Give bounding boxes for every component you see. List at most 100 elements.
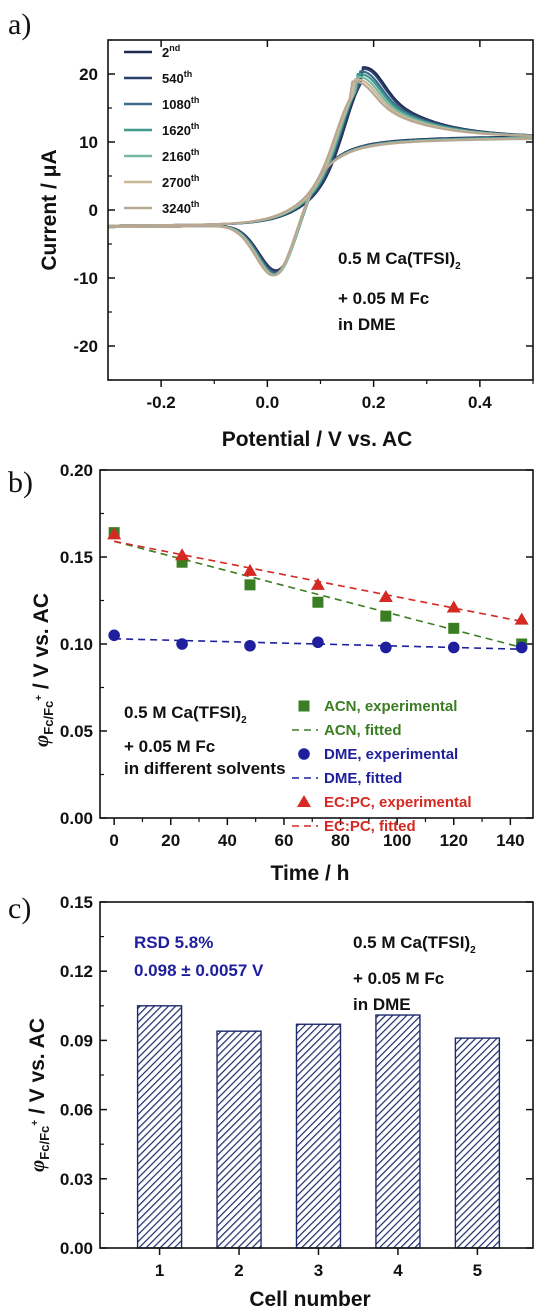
panel-b-y-axis-title: φFc/Fc+ / V vs. AC <box>29 593 56 747</box>
panel-b-y-tick-label: 0.05 <box>60 722 93 741</box>
legend-label-3240: 3240th <box>162 199 199 216</box>
panel-c-y-tick-label: 0.06 <box>60 1101 93 1120</box>
panel-a-cyclic-voltammetry: a) -20 -10 0 10 20 -0.2 0.0 0.2 0.4 Potential / … <box>8 8 534 451</box>
panel-b-legend: ACN, experimental ACN, fitted DME, experim… <box>292 698 472 835</box>
panel-a-y-tick-label: 0 <box>89 201 98 220</box>
legend-label-2700: 2700th <box>162 173 199 190</box>
bar-cell-3 <box>295 1023 342 1249</box>
panel-a-note-line-2: + 0.05 M Fc <box>338 289 429 308</box>
panel-c-x-axis-title: Cell number <box>249 1288 370 1311</box>
panel-a-y-tick-label: -10 <box>73 269 98 288</box>
legend-label-1080: 1080th <box>162 95 199 112</box>
panel-b-y-tick-label: 0.15 <box>60 548 93 567</box>
legend-label-experimental: ACN, experimental <box>324 698 457 715</box>
legend-label-540: 540th <box>162 69 192 86</box>
panel-b-x-tick-label: 20 <box>161 831 180 850</box>
panel-b-y-tick-label: 0.20 <box>60 461 93 480</box>
bar-cell-1 <box>136 1005 183 1249</box>
ecpc-point <box>378 590 393 603</box>
acn-point <box>380 610 392 622</box>
ecpc-point <box>107 527 122 540</box>
panel-b-y-tick-label: 0.00 <box>60 809 93 828</box>
panel-a-y-tick-label: 10 <box>79 133 98 152</box>
panel-c-note-line-2: + 0.05 M Fc <box>353 969 444 988</box>
panel-c-x-tick-label: 1 <box>155 1261 164 1280</box>
panel-a-label: a) <box>8 8 31 41</box>
panel-c-cell-reproducibility: c) 0.00 0.03 0.06 0.09 0.12 0.15 1 2 3 4 5 Cell nu… <box>8 892 534 1311</box>
legend-ecpc-marker <box>297 795 311 807</box>
legend-label-experimental: EC:PC, experimental <box>324 794 472 811</box>
panel-a-y-tick-label: 20 <box>79 65 98 84</box>
legend-dme-marker <box>298 748 310 760</box>
panel-c-mean-text: 0.098 ± 0.0057 V <box>134 961 264 980</box>
panel-b-x-tick-label: 0 <box>109 831 118 850</box>
panel-a-y-axis-title: Current / μA <box>38 149 61 270</box>
legend-label-fitted: ACN, fitted <box>324 722 402 739</box>
panel-c-y-tick-label: 0.12 <box>60 962 93 981</box>
legend-label-2: 2nd <box>162 43 180 60</box>
panel-a-note-line-3: in DME <box>338 315 396 334</box>
panel-a-x-tick-label: 0.4 <box>468 393 492 412</box>
dme-point <box>108 629 120 642</box>
panel-a-x-tick-label: 0.0 <box>256 393 280 412</box>
ecpc-point <box>514 612 529 625</box>
panel-c-y-tick-label: 0.15 <box>60 893 93 912</box>
panel-a-x-axis-title: Potential / V vs. AC <box>222 428 413 451</box>
legend-label-experimental: DME, experimental <box>324 746 458 763</box>
acn-point <box>448 622 460 634</box>
dme-point <box>447 641 460 654</box>
dme-point <box>515 641 528 654</box>
fit-line-square <box>113 540 522 649</box>
panel-a-legend: 2nd 540th 1080th 1620th 2160th 2700th 3240th <box>124 43 199 216</box>
panel-b-y-tick-label: 0.10 <box>60 635 93 654</box>
panel-c-x-tick-label: 3 <box>314 1261 323 1280</box>
panel-b-label: b) <box>8 466 33 499</box>
panel-b-x-tick-label: 100 <box>383 831 411 850</box>
dme-point <box>244 639 256 652</box>
panel-b-x-tick-label: 40 <box>218 831 237 850</box>
panel-b-x-tick-label: 140 <box>496 831 524 850</box>
panel-c-x-tick-label: 2 <box>234 1261 243 1280</box>
panel-b-note-line-1: 0.5 M Ca(TFSI)2 <box>124 703 247 726</box>
legend-label-fitted: EC:PC, fitted <box>324 818 416 835</box>
panel-b-potential-vs-time: b) 0.00 0.05 0.10 0.15 0.20 0 20 40 60 80 100 120 14… <box>8 461 534 885</box>
acn-point <box>244 579 256 591</box>
dme-point <box>176 638 188 650</box>
ecpc-point <box>242 563 257 576</box>
panel-b-note-line-2: + 0.05 M Fc <box>124 737 215 756</box>
ecpc-point <box>446 600 461 613</box>
panel-b-x-tick-label: 80 <box>331 831 350 850</box>
panel-c-x-tick-label: 4 <box>393 1261 403 1280</box>
panel-a-note-line-1: 0.5 M Ca(TFSI)2 <box>338 249 461 272</box>
panel-b-x-tick-label: 60 <box>274 831 293 850</box>
acn-point <box>176 556 188 568</box>
panel-c-label: c) <box>8 892 31 925</box>
legend-acn-marker <box>298 700 310 712</box>
panel-c-note-line-1: 0.5 M Ca(TFSI)2 <box>353 933 476 956</box>
legend-label-1620: 1620th <box>162 121 199 138</box>
panel-b-x-axis-title: Time / h <box>271 862 350 885</box>
legend-label-fitted: DME, fitted <box>324 770 402 787</box>
panel-a-y-tick-label: -20 <box>73 337 98 356</box>
panel-c-y-axis-title: φFc/Fc+ / V vs. AC <box>25 1018 52 1172</box>
ecpc-point <box>310 577 325 590</box>
panel-a-x-tick-label: 0.2 <box>362 393 386 412</box>
bar-cell-4 <box>375 1014 421 1249</box>
bar-cell-2 <box>216 1030 262 1249</box>
ecpc-point <box>175 548 190 561</box>
panel-c-y-tick-label: 0.00 <box>60 1239 93 1258</box>
panel-c-y-tick-label: 0.03 <box>60 1170 93 1189</box>
panel-b-note-line-3: in different solvents <box>124 759 286 778</box>
bar-cell-5 <box>454 1037 501 1249</box>
panel-a-x-tick-label: -0.2 <box>146 393 175 412</box>
panel-c-note-line-3: in DME <box>353 995 411 1014</box>
legend-label-2160: 2160th <box>162 147 199 164</box>
acn-point <box>312 596 324 608</box>
panel-c-x-tick-label: 5 <box>473 1261 482 1280</box>
panel-c-y-tick-label: 0.09 <box>60 1031 93 1050</box>
panel-c-rsd-text: RSD 5.8% <box>134 933 213 952</box>
dme-point <box>380 641 392 654</box>
dme-point <box>312 636 324 649</box>
panel-b-x-tick-label: 120 <box>440 831 468 850</box>
